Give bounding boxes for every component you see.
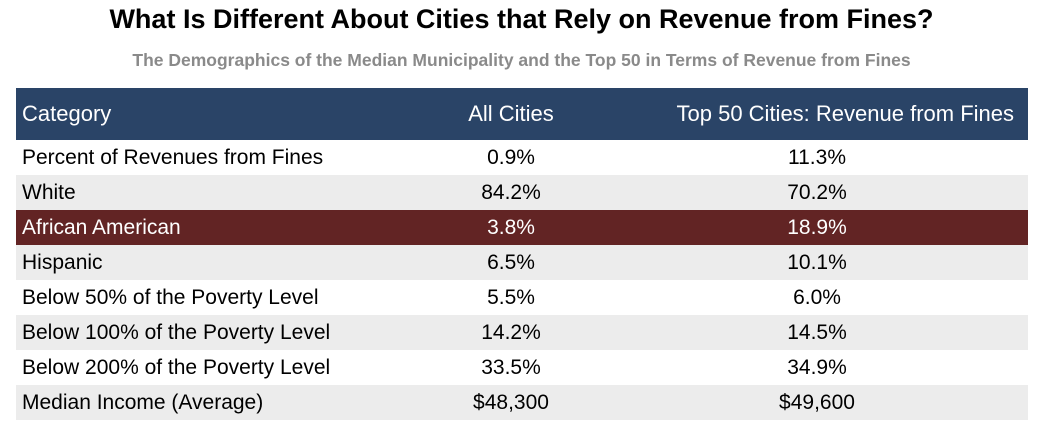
row-category: Below 50% of the Poverty Level [22, 285, 319, 309]
row-top50-value: $49,600 [779, 390, 855, 414]
row-all-cities-value: 33.5% [481, 355, 541, 379]
table-row: Below 50% of the Poverty Level 5.5% 6.0% [16, 280, 1028, 315]
row-top50-value: 18.9% [787, 215, 847, 239]
row-all-cities-value: 3.8% [487, 215, 535, 239]
table-row: Percent of Revenues from Fines 0.9% 11.3… [16, 140, 1028, 175]
row-category: African American [22, 215, 181, 239]
header-top50: Top 50 Cities: Revenue from Fines [676, 101, 1015, 126]
row-category: Below 100% of the Poverty Level [22, 320, 331, 344]
row-category: Hispanic [22, 250, 103, 274]
table-row-highlighted: African American 3.8% 18.9% [16, 210, 1028, 245]
row-all-cities-value: 14.2% [481, 320, 541, 344]
header-all-cities: All Cities [468, 101, 554, 126]
chart-subtitle: The Demographics of the Median Municipal… [132, 50, 911, 70]
chart-title: What Is Different About Cities that Rely… [109, 4, 934, 34]
data-table: Category All Cities Top 50 Cities: Reven… [16, 88, 1028, 420]
row-category: Below 200% of the Poverty Level [22, 355, 331, 379]
row-all-cities-value: 6.5% [487, 250, 535, 274]
table-row: White 84.2% 70.2% [16, 175, 1028, 210]
row-all-cities-value: 0.9% [487, 145, 535, 169]
row-top50-value: 6.0% [793, 285, 841, 309]
row-category: Percent of Revenues from Fines [22, 145, 324, 169]
row-category: Median Income (Average) [22, 390, 264, 414]
row-all-cities-value: $48,300 [473, 390, 549, 414]
row-all-cities-value: 84.2% [481, 180, 541, 204]
row-top50-value: 14.5% [787, 320, 847, 344]
table-header-row: Category All Cities Top 50 Cities: Reven… [16, 88, 1028, 140]
header-category: Category [22, 101, 112, 126]
table-row: Median Income (Average) $48,300 $49,600 [16, 385, 1028, 420]
table-row: Below 100% of the Poverty Level 14.2% 14… [16, 315, 1028, 350]
table-row: Below 200% of the Poverty Level 33.5% 34… [16, 350, 1028, 385]
row-top50-value: 70.2% [787, 180, 847, 204]
table-row: Hispanic 6.5% 10.1% [16, 245, 1028, 280]
row-category: White [22, 180, 76, 204]
row-all-cities-value: 5.5% [487, 285, 535, 309]
row-top50-value: 10.1% [787, 250, 847, 274]
row-top50-value: 34.9% [787, 355, 847, 379]
row-top50-value: 11.3% [788, 145, 846, 169]
